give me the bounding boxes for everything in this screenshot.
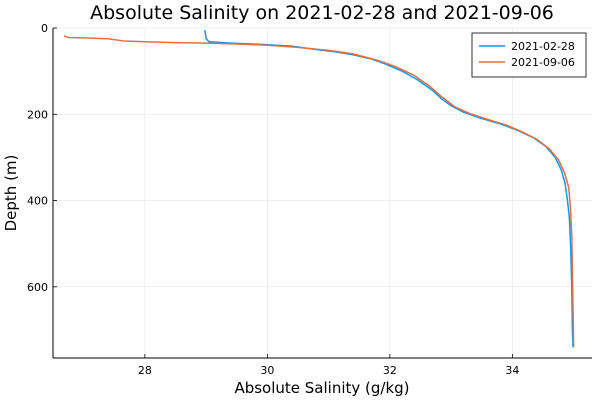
series-line-2021-09-06 xyxy=(63,35,575,348)
chart-title: Absolute Salinity on 2021-02-28 and 2021… xyxy=(90,2,554,24)
series-layer xyxy=(63,30,575,348)
axes: 28 30 32 34 0 200 400 600 xyxy=(27,22,592,377)
x-tick-label: 28 xyxy=(138,364,152,377)
y-axis-label: Depth (m) xyxy=(2,155,20,232)
legend-entry: 2021-02-28 xyxy=(511,40,575,53)
x-axis-label: Absolute Salinity (g/kg) xyxy=(234,379,409,397)
x-tick-label: 34 xyxy=(505,364,519,377)
grid xyxy=(53,27,592,358)
x-tick-label: 30 xyxy=(260,364,274,377)
series-line-2021-02-28 xyxy=(204,30,574,348)
x-tick-label: 32 xyxy=(383,364,397,377)
y-tick-label: 400 xyxy=(27,195,48,208)
legend: 2021-02-28 2021-09-06 xyxy=(471,32,587,78)
y-tick-label: 200 xyxy=(27,108,48,121)
y-tick-label: 0 xyxy=(41,22,48,35)
legend-box xyxy=(471,32,587,78)
y-tick-label: 600 xyxy=(27,281,48,294)
legend-entry: 2021-09-06 xyxy=(511,56,575,69)
